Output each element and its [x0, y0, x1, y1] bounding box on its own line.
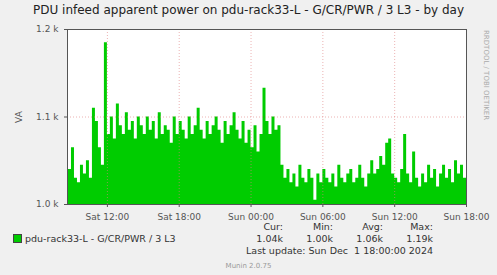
html-text:Cur:: Cur: [263, 221, 283, 232]
svg-text:VA: VA [14, 110, 24, 123]
svg-text:1.1 k: 1.1 k [36, 112, 59, 122]
svg-text:Sun 18:00: Sun 18:00 [444, 212, 490, 220]
svg-text:Sun 00:00: Sun 00:00 [228, 212, 274, 220]
html-text:RRDTOOL / TOBI OETIKER: RRDTOOL / TOBI OETIKER [482, 30, 490, 121]
svg-text:Sat 12:00: Sat 12:00 [86, 212, 130, 220]
html-text:PDU infeed apparent power on p: PDU infeed apparent power on pdu-rack33-… [33, 3, 464, 17]
svg-text:1.2 k: 1.2 k [36, 24, 59, 34]
svg-text:1.0 k: 1.0 k [36, 199, 59, 209]
html-text:1.04k: 1.04k [256, 233, 283, 244]
html-text:Munin 2.0.75: Munin 2.0.75 [225, 262, 272, 270]
svg-text:Sun 12:00: Sun 12:00 [372, 212, 418, 220]
html-text:1.00k: 1.00k [306, 233, 333, 244]
html-text:Last update: Sun Dec 1 18:00:0: Last update: Sun Dec 1 18:00:00 2024 [246, 245, 433, 256]
html-text:pdu-rack33-L - G/CR/PWR / 3 L3: pdu-rack33-L - G/CR/PWR / 3 L3 [25, 233, 176, 244]
svg-text:Sat 18:00: Sat 18:00 [157, 212, 201, 220]
html-text:1.19k: 1.19k [406, 233, 433, 244]
html-text:1.06k: 1.06k [356, 233, 383, 244]
html-text:Min:: Min: [312, 221, 333, 232]
html-text:Avg:: Avg: [362, 221, 383, 232]
html-text:Max:: Max: [410, 221, 433, 232]
svg-text:Sun 06:00: Sun 06:00 [300, 212, 346, 220]
